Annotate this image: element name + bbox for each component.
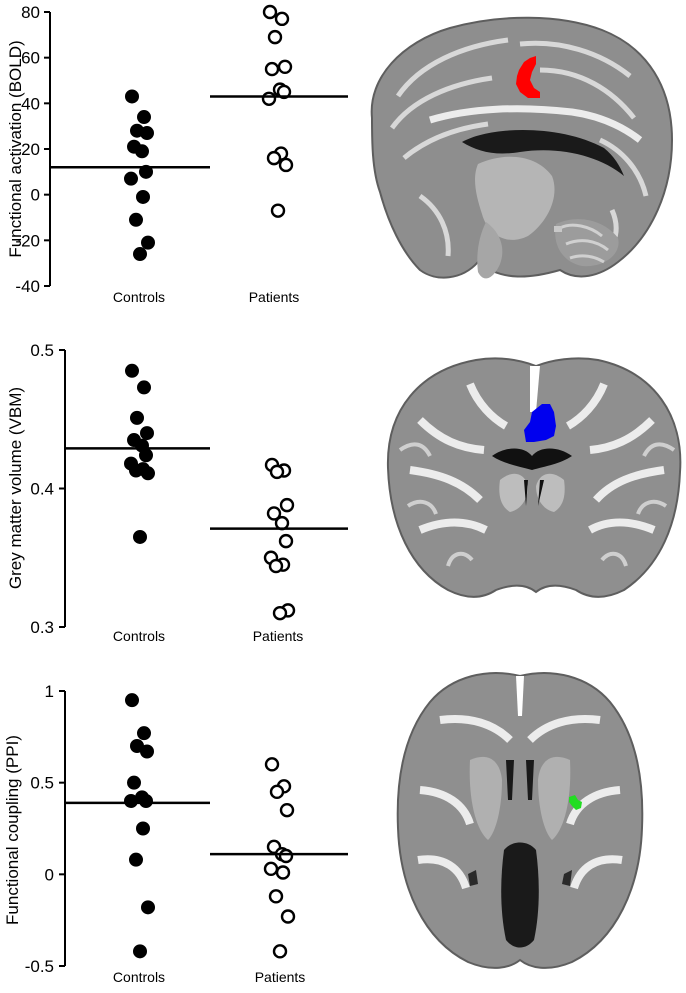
patient-data-point xyxy=(278,157,294,173)
control-data-point xyxy=(133,529,147,544)
control-data-point xyxy=(125,363,139,378)
patient-data-point xyxy=(269,784,285,800)
y-axis: 1 0.5 0 -0.5 xyxy=(25,682,65,976)
coronal-brain-image xyxy=(386,357,682,598)
y-tick-label: 0 xyxy=(31,186,40,205)
y-tick-label: 0.3 xyxy=(30,618,54,637)
patient-data-point xyxy=(266,506,282,521)
control-data-point xyxy=(139,794,153,808)
y-tick-label: 60 xyxy=(21,49,40,68)
patient-data-point xyxy=(279,802,295,818)
control-data-point xyxy=(125,693,139,708)
patient-data-point xyxy=(268,889,284,904)
y-tick-label: 0.4 xyxy=(30,480,54,499)
sagittal-brain-image xyxy=(370,16,674,279)
control-data-point xyxy=(136,189,150,204)
y-tick-label: 0.5 xyxy=(30,774,54,793)
control-data-point xyxy=(130,410,144,425)
patient-data-point xyxy=(272,944,288,959)
patient-data-point xyxy=(274,515,290,531)
category-label-patients: Patients xyxy=(253,628,304,644)
data-points xyxy=(65,693,348,959)
control-data-point xyxy=(139,448,153,463)
control-data-point xyxy=(124,171,138,186)
control-data-point xyxy=(136,821,150,836)
control-data-point xyxy=(133,247,147,262)
patient-data-point xyxy=(264,757,280,772)
y-tick-label: -20 xyxy=(15,231,40,250)
patient-data-point xyxy=(275,865,291,880)
patient-data-point xyxy=(268,558,284,574)
patient-data-point xyxy=(274,11,290,27)
control-data-point xyxy=(137,726,151,741)
control-data-point xyxy=(127,775,141,790)
control-data-point xyxy=(124,794,138,808)
control-data-point xyxy=(140,426,154,441)
patient-data-point xyxy=(280,909,296,924)
data-points xyxy=(65,363,348,621)
panel-functional-activation: 80 60 40 20 0 -20 -40 Functional activation (B… xyxy=(6,3,674,305)
patient-data-point xyxy=(277,59,293,75)
y-tick-label: 0 xyxy=(45,865,54,884)
control-data-point xyxy=(140,744,154,759)
control-data-point xyxy=(137,380,151,395)
control-data-point xyxy=(139,164,153,179)
control-data-point xyxy=(140,126,154,141)
patient-data-point xyxy=(270,203,286,218)
control-data-point xyxy=(129,212,143,227)
y-axis-label: Functional activation (BOLD) xyxy=(6,40,25,257)
category-label-patients: Patients xyxy=(255,969,306,985)
patient-data-point xyxy=(262,4,278,20)
y-tick-label: 0.5 xyxy=(30,341,54,360)
control-data-point xyxy=(129,852,143,867)
y-tick-label: 1 xyxy=(45,682,54,701)
category-label-controls: Controls xyxy=(113,969,165,985)
panel-functional-coupling: 1 0.5 0 -0.5 Functional coupling (PPI) Cont… xyxy=(3,672,644,985)
category-label-controls: Controls xyxy=(113,628,165,644)
y-axis-label: Grey matter volume (VBM) xyxy=(6,387,25,589)
panel-grey-matter-volume: 0.5 0.4 0.3 Grey matter volume (VBM) Contr… xyxy=(6,341,682,644)
control-data-point xyxy=(137,110,151,125)
patient-data-point xyxy=(267,29,283,45)
y-axis: 80 60 40 20 0 -20 -40 xyxy=(15,3,50,296)
patient-data-point xyxy=(266,150,282,166)
patient-data-point xyxy=(278,533,294,549)
patient-data-point xyxy=(272,605,288,621)
patient-data-point xyxy=(269,464,285,480)
y-axis-label: Functional coupling (PPI) xyxy=(3,735,22,925)
control-data-point xyxy=(141,235,155,250)
control-data-point xyxy=(129,463,143,478)
y-tick-label: -0.5 xyxy=(25,957,54,976)
patient-data-point xyxy=(276,84,292,100)
category-label-patients: Patients xyxy=(249,289,300,305)
control-data-point xyxy=(133,944,147,959)
control-data-point xyxy=(125,89,139,104)
patient-data-point xyxy=(279,497,295,513)
y-tick-label: 80 xyxy=(21,3,40,22)
control-data-point xyxy=(141,466,155,481)
data-points xyxy=(50,4,348,262)
patient-data-point xyxy=(263,861,279,877)
y-tick-label: -40 xyxy=(15,277,40,296)
control-data-point xyxy=(141,900,155,915)
patient-data-point xyxy=(278,848,294,864)
patient-data-point xyxy=(261,91,277,106)
axial-brain-image xyxy=(396,672,644,969)
patient-data-point xyxy=(264,61,280,77)
category-label-controls: Controls xyxy=(113,289,165,305)
control-data-point xyxy=(135,144,149,159)
y-axis: 0.5 0.4 0.3 xyxy=(30,341,65,637)
y-tick-label: 20 xyxy=(21,140,40,159)
y-tick-label: 40 xyxy=(21,94,40,113)
